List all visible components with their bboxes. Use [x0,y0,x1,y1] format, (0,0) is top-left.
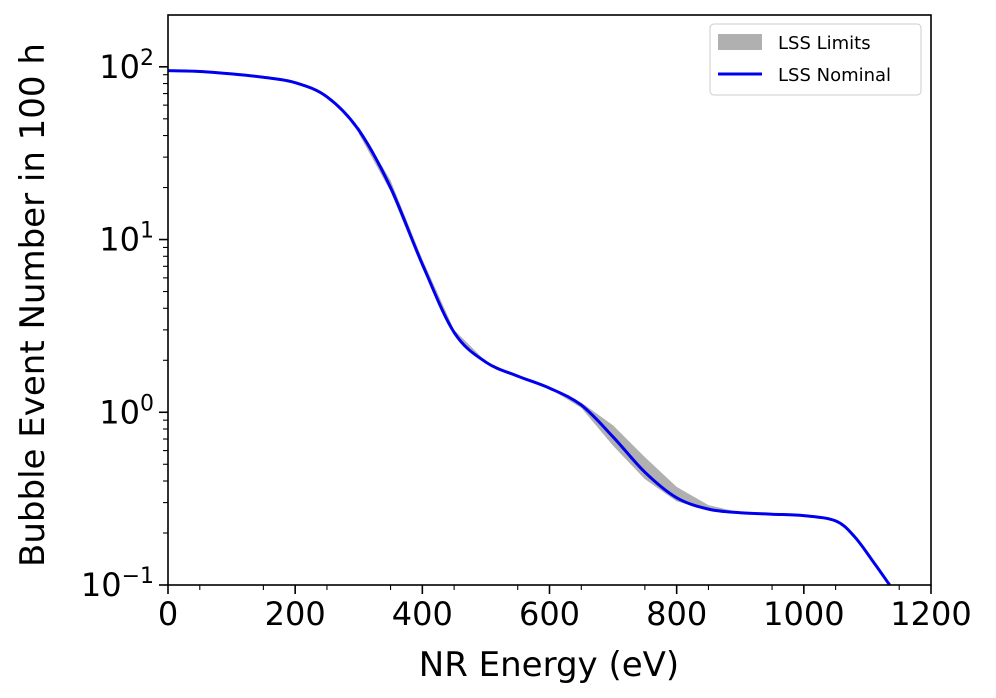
y-axis-label: Bubble Event Number in 100 h [13,43,53,567]
legend-label-lss-limits: LSS Limits [778,33,871,54]
legend-box [709,23,922,96]
series-line-lss-nominal [168,69,891,585]
y-tick-label: 10−1 [81,564,154,604]
y-tick-label: 101 [99,219,154,259]
y-tick-label: 102 [99,46,154,86]
plot-layer [168,69,891,585]
x-tick-label: 0 [158,595,178,633]
y-tick-label: 100 [99,391,154,431]
x-axis-label: NR Energy (eV) [419,645,679,685]
x-tick-label: 1000 [763,595,844,633]
x-tick-label: 1200 [890,595,971,633]
x-tick-label: 200 [265,595,326,633]
tick-layer: 0 200 400 600 800 1000 1200 102 101 100 10−1 [81,46,972,633]
x-tick-label: 400 [392,595,453,633]
legend: LSS Limits LSS Nominal [709,23,922,96]
legend-label-lss-nominal: LSS Nominal [778,65,891,86]
x-tick-label: 600 [519,595,580,633]
legend-swatch-lss-limits [718,34,762,50]
x-tick-label: 800 [646,595,707,633]
